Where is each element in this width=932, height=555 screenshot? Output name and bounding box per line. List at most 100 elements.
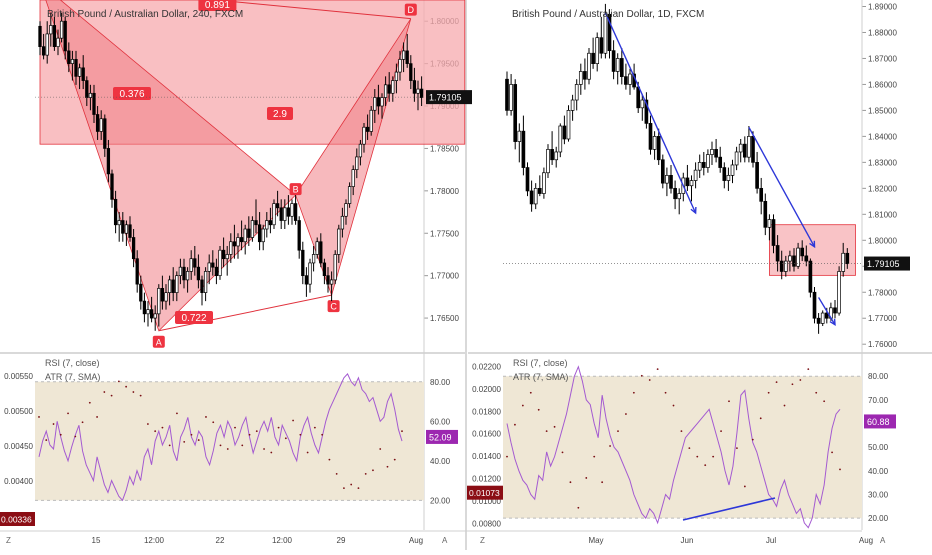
- atr-dot: [147, 423, 149, 425]
- rsi-axis-label: 80.00: [430, 378, 451, 387]
- candle-body: [225, 254, 229, 260]
- atr-dot: [831, 451, 833, 454]
- candle-body: [734, 151, 739, 166]
- point-label-a: A: [156, 337, 162, 347]
- candle-body: [128, 224, 132, 238]
- candle-body: [124, 224, 129, 234]
- candle-body: [362, 126, 366, 145]
- candle-body: [570, 99, 575, 111]
- atr-dot: [823, 400, 826, 403]
- point-badge: [289, 183, 302, 196]
- candle-body: [265, 220, 269, 230]
- candle-body: [167, 279, 172, 293]
- trend-line: [748, 126, 816, 248]
- candle-body: [558, 125, 563, 153]
- atr-dot: [45, 439, 48, 441]
- atr-axis-label: 0.01200: [472, 474, 501, 483]
- atr-dot: [197, 439, 200, 441]
- panel-divider: [465, 0, 467, 550]
- atr-dot: [96, 416, 98, 418]
- candle-body: [149, 309, 154, 319]
- candle-body: [697, 162, 702, 171]
- trend-line: [604, 12, 697, 214]
- candle-body: [517, 130, 522, 142]
- candle-body: [286, 207, 291, 217]
- atr-dot: [839, 468, 841, 471]
- candle-body: [583, 71, 587, 80]
- candle-body: [693, 169, 698, 181]
- atr-dot: [255, 430, 258, 433]
- candle-body: [257, 224, 262, 243]
- atr-axis-label: 0.00800: [472, 519, 501, 528]
- candle-body: [301, 249, 305, 277]
- rsi-value-badge: [426, 429, 458, 444]
- last-price-label: 1.79105: [429, 93, 462, 103]
- candle-body: [236, 237, 240, 247]
- atr-dot: [601, 481, 604, 484]
- candle-body: [726, 175, 731, 181]
- candle-body: [669, 175, 673, 189]
- atr-axis-label: 0.01000: [472, 497, 501, 506]
- candle-body: [755, 162, 759, 189]
- atr-dot: [807, 368, 810, 370]
- candle-body: [660, 159, 665, 184]
- candle-body: [533, 187, 538, 205]
- candle-body: [841, 252, 846, 272]
- candle-body: [546, 149, 550, 174]
- trend-arrowhead: [829, 318, 836, 327]
- atr-dot: [712, 455, 715, 458]
- atr-dot: [52, 423, 55, 425]
- atr-axis-label: 0.02200: [472, 362, 501, 371]
- chart-title: British Pound / Australian Dollar, 1D, F…: [512, 9, 704, 20]
- atr-dot: [751, 438, 754, 441]
- candle-body: [706, 154, 710, 168]
- candle-body: [88, 92, 93, 98]
- price-axis-label: 1.78500: [430, 144, 459, 153]
- atr-dot: [672, 404, 675, 407]
- point-label-d: D: [408, 5, 415, 15]
- candle-body: [308, 262, 312, 285]
- atr-legend: ATR (7, SMA): [513, 372, 568, 382]
- candle-body: [77, 67, 82, 77]
- candle-body: [160, 288, 165, 302]
- atr-dot: [393, 458, 396, 461]
- candle-body: [656, 136, 661, 161]
- atr-dot: [139, 394, 142, 397]
- atr-dot: [117, 380, 120, 383]
- atr-dot: [299, 433, 302, 436]
- candle-body: [45, 33, 49, 56]
- candle-body: [41, 46, 46, 56]
- atr-dot: [328, 458, 331, 461]
- time-axis-label: 22: [216, 536, 225, 545]
- candle-body: [665, 175, 669, 184]
- candle-body: [816, 317, 821, 324]
- candle-body: [70, 59, 75, 64]
- price-axis-label: 1.83000: [868, 158, 897, 167]
- atr-dot: [205, 416, 207, 418]
- candle-body: [185, 271, 190, 281]
- candle-body: [833, 307, 837, 314]
- candle-body: [603, 13, 608, 54]
- candle-body: [628, 73, 632, 85]
- candle-body: [261, 228, 265, 243]
- rsi-axis-label: 80.00: [868, 372, 889, 381]
- atr-dot: [577, 506, 580, 509]
- candle-body: [722, 167, 727, 181]
- price-axis-label: 1.77000: [430, 272, 459, 281]
- candle-body: [214, 266, 219, 277]
- point-label-b: B: [293, 185, 299, 195]
- axis-corner-z: Z: [480, 536, 485, 545]
- atr-dot: [372, 469, 374, 472]
- atr-dot: [270, 451, 273, 454]
- candle-body: [718, 156, 723, 168]
- ratio-badge: [113, 87, 151, 100]
- candle-body: [279, 207, 283, 221]
- last-price-label: 1.79105: [867, 259, 900, 269]
- atr-dot: [680, 430, 683, 432]
- candle-body: [315, 241, 319, 255]
- atr-dot: [632, 391, 635, 394]
- candle-body: [611, 50, 616, 72]
- candle-body: [412, 80, 417, 94]
- candle-body: [207, 262, 211, 272]
- time-axis-label: Aug: [409, 536, 423, 545]
